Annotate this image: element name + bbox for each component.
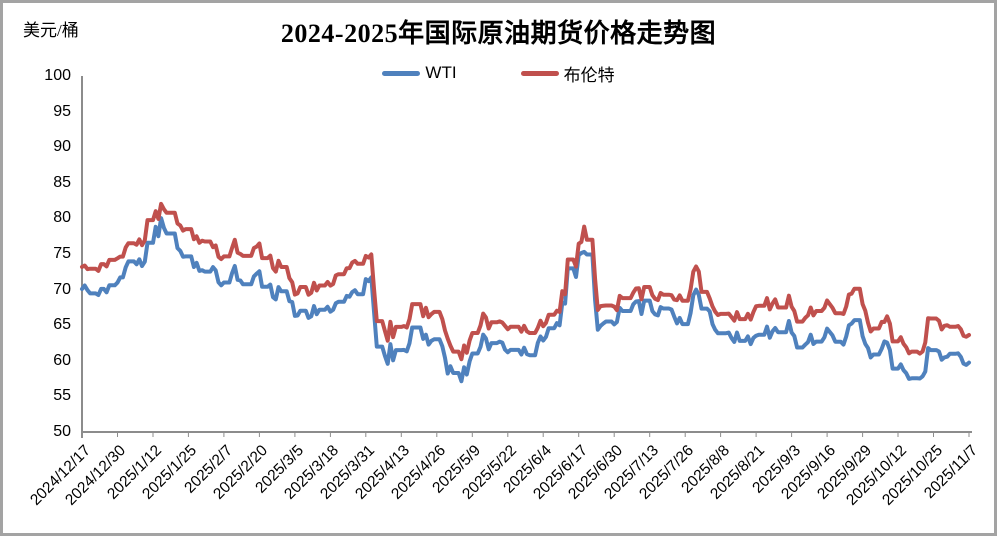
y-axis-tick-label: 55 <box>53 387 71 405</box>
legend-label-wti: WTI <box>425 63 457 82</box>
y-axis-tick-label: 70 <box>53 280 71 298</box>
y-axis-tick-label: 80 <box>53 209 71 227</box>
chart-legend: WTI 布伦特 <box>3 61 994 85</box>
wti-line <box>80 216 971 384</box>
legend-label-brent: 布伦特 <box>563 65 615 85</box>
y-axis-tick-label: 50 <box>53 423 71 440</box>
legend-item-wti: WTI <box>382 63 457 83</box>
legend-item-brent: 布伦特 <box>520 61 615 86</box>
y-axis-tick-label: 100 <box>44 67 71 84</box>
chart-plot-area <box>80 76 972 438</box>
y-axis-tick-label: 75 <box>53 245 71 262</box>
y-axis-tick-label: 65 <box>53 316 71 334</box>
y-axis-tick-label: 85 <box>53 173 71 191</box>
y-axis-unit-label: 美元/桶 <box>23 21 79 40</box>
chart-title: 2024-2025年国际原油期货价格走势图 <box>280 19 717 48</box>
y-axis-tick-label: 60 <box>53 351 71 369</box>
wti-line-swatch-icon <box>382 70 421 76</box>
brent-line-swatch-icon <box>520 70 559 76</box>
y-axis-tick-label: 95 <box>53 102 71 120</box>
y-axis-tick-label: 90 <box>53 138 71 156</box>
brent-line <box>80 201 971 362</box>
